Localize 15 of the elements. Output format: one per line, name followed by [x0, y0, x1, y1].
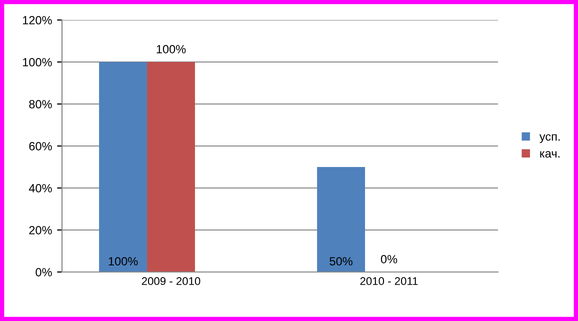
y-tick-label: 20%	[29, 226, 52, 234]
x-tick-label: 2010 - 2011	[360, 277, 418, 286]
y-tick-label: 0%	[36, 268, 52, 276]
data-label: 100%	[156, 45, 186, 54]
data-label: 0%	[380, 255, 398, 264]
legend-label: усп.	[539, 134, 560, 144]
y-tick-label: 40%	[28, 184, 52, 192]
data-label: 100%	[108, 257, 138, 266]
y-tick-label: 120%	[22, 16, 52, 24]
data-label: 50%	[330, 257, 352, 266]
legend-label: кач.	[540, 151, 560, 158]
y-tick-label: 60%	[29, 142, 52, 150]
x-tick-label: 2009 - 2010	[142, 277, 200, 286]
y-tick-label: 100%	[22, 58, 52, 66]
y-tick-label: 80%	[29, 100, 52, 108]
